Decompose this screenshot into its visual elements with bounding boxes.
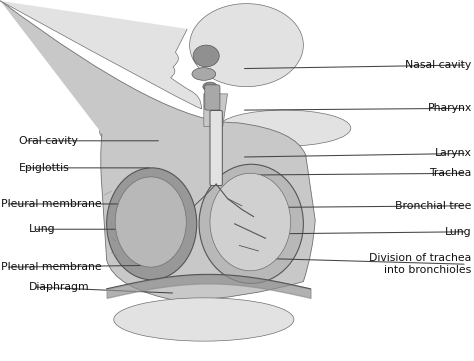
- Text: Pharynx: Pharynx: [428, 103, 472, 113]
- PathPatch shape: [204, 94, 228, 126]
- Ellipse shape: [190, 4, 303, 87]
- Text: Nasal cavity: Nasal cavity: [405, 60, 472, 70]
- Ellipse shape: [115, 177, 186, 267]
- Ellipse shape: [107, 168, 197, 280]
- Ellipse shape: [193, 45, 219, 67]
- Ellipse shape: [203, 82, 217, 91]
- Ellipse shape: [210, 173, 291, 271]
- Text: Trachea: Trachea: [429, 168, 472, 178]
- Text: Division of trachea
into bronchioles: Division of trachea into bronchioles: [369, 253, 472, 275]
- Text: Lung: Lung: [445, 227, 472, 237]
- Ellipse shape: [218, 110, 351, 146]
- FancyBboxPatch shape: [210, 110, 222, 186]
- PathPatch shape: [171, 29, 203, 109]
- Ellipse shape: [114, 298, 294, 341]
- Text: Diaphragm: Diaphragm: [28, 282, 89, 292]
- Text: Pleural membrane: Pleural membrane: [1, 199, 101, 209]
- Ellipse shape: [192, 68, 216, 80]
- Text: Pleural membrane: Pleural membrane: [1, 262, 101, 272]
- Text: Lung: Lung: [28, 224, 55, 234]
- Ellipse shape: [100, 116, 204, 148]
- Ellipse shape: [199, 164, 303, 283]
- Text: Oral cavity: Oral cavity: [19, 136, 78, 146]
- FancyBboxPatch shape: [205, 85, 220, 110]
- Text: Epiglottis: Epiglottis: [19, 163, 70, 173]
- Text: Bronchial tree: Bronchial tree: [395, 201, 472, 211]
- Text: Larynx: Larynx: [435, 148, 472, 158]
- PathPatch shape: [100, 123, 315, 301]
